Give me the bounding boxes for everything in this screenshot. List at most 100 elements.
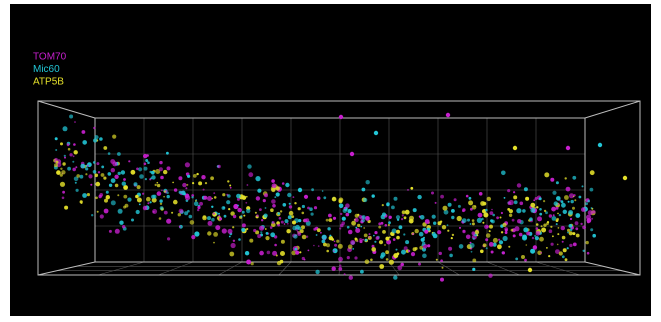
legend-label: ATP5B	[33, 77, 64, 88]
particle	[598, 143, 602, 147]
particle	[513, 191, 515, 193]
particle	[333, 250, 335, 252]
particle	[106, 195, 110, 199]
particle	[243, 215, 245, 217]
particle	[270, 208, 274, 212]
particle	[509, 200, 514, 205]
particle	[362, 215, 366, 219]
particle	[166, 152, 169, 155]
particle	[194, 231, 199, 236]
particle	[338, 244, 343, 249]
particle	[467, 219, 470, 222]
particle	[144, 163, 147, 166]
particle	[550, 226, 552, 228]
particle	[182, 183, 186, 187]
particle	[62, 191, 65, 194]
particle	[379, 240, 383, 244]
particle	[537, 216, 542, 221]
particle	[118, 209, 123, 214]
particle	[184, 211, 188, 215]
particle	[242, 228, 245, 231]
particle	[448, 247, 452, 251]
particle	[516, 208, 521, 213]
particle	[261, 219, 263, 221]
particle	[562, 255, 565, 258]
particle	[500, 217, 502, 219]
particle	[115, 229, 120, 234]
particle	[293, 234, 297, 238]
particle	[569, 224, 573, 228]
particle	[446, 113, 450, 117]
particle	[167, 166, 171, 170]
particle	[547, 221, 549, 223]
particle	[582, 226, 586, 230]
particle	[388, 224, 390, 226]
particle	[355, 228, 360, 233]
particle	[194, 201, 199, 206]
particle	[448, 203, 452, 207]
particle	[218, 215, 220, 217]
particle	[242, 211, 245, 214]
particle	[559, 251, 563, 255]
particle	[201, 175, 205, 179]
particle	[172, 182, 174, 184]
particle	[539, 237, 544, 242]
particle	[591, 207, 593, 209]
particle	[265, 207, 267, 209]
particle	[386, 203, 389, 206]
particle	[67, 143, 70, 146]
particle	[590, 228, 593, 231]
particle	[259, 226, 264, 231]
particle	[541, 225, 543, 227]
particle	[167, 195, 170, 198]
particle	[520, 202, 524, 206]
particle	[210, 176, 214, 180]
particle	[586, 241, 589, 244]
particle	[472, 268, 475, 271]
particle	[96, 182, 101, 187]
particle	[246, 209, 250, 213]
particle	[380, 255, 384, 259]
particle	[560, 200, 563, 203]
particle	[317, 228, 321, 232]
particle	[69, 115, 73, 119]
particle	[198, 181, 202, 185]
particle	[565, 258, 568, 261]
particle	[289, 211, 294, 216]
particle	[179, 226, 181, 228]
particle	[519, 233, 523, 237]
particle	[143, 206, 148, 211]
particle	[55, 149, 57, 151]
particle	[363, 198, 367, 202]
background	[10, 4, 651, 316]
particle	[486, 247, 488, 249]
particle	[145, 159, 148, 162]
particle	[404, 216, 407, 219]
particle	[119, 221, 123, 225]
particle	[409, 216, 414, 221]
particle	[97, 211, 99, 213]
particle	[382, 230, 386, 234]
particle	[466, 195, 469, 198]
particle	[280, 251, 285, 256]
particle	[525, 197, 529, 201]
particle	[230, 187, 232, 189]
particle	[329, 218, 333, 222]
particle	[292, 221, 296, 225]
particle	[588, 210, 593, 215]
particle	[136, 168, 139, 171]
particle	[483, 213, 488, 218]
particle	[507, 208, 510, 211]
particle	[550, 178, 554, 182]
particle	[556, 207, 559, 210]
particle	[283, 203, 287, 207]
particle	[284, 223, 286, 225]
particle	[87, 193, 90, 196]
particle	[157, 191, 162, 196]
particle	[397, 265, 402, 270]
particle	[386, 258, 389, 261]
particle	[287, 223, 289, 225]
particle	[472, 222, 475, 225]
particle	[546, 247, 548, 249]
particle	[559, 214, 561, 216]
